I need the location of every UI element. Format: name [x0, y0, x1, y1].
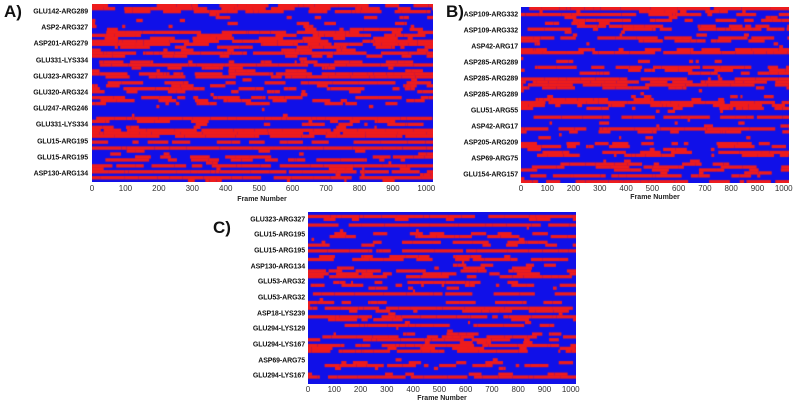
x-tick-label: 900: [750, 184, 765, 193]
x-tick-label: 600: [285, 184, 300, 193]
y-tick-label: ASP205-ARG209: [463, 139, 518, 147]
y-tick-label: GLU154-ARG157: [463, 171, 518, 179]
x-tick-label: 0: [89, 184, 95, 193]
y-tick-label: ASP285-ARG289: [463, 59, 518, 67]
y-tick-label: ASP42-ARG17: [471, 43, 518, 51]
y-tick-label: GLU294-LYS167: [252, 341, 305, 349]
y-tick-label: GLU320-ARG324: [33, 89, 88, 97]
panel-label: C): [213, 218, 231, 237]
x-tick-label: 200: [566, 184, 581, 193]
x-axis-label: Frame Number: [417, 395, 467, 402]
y-tick-label: GLU53-ARG32: [257, 278, 305, 286]
x-axis-ticks: 0 100 200 300 400 500 600 700 800 900 1000: [518, 184, 793, 196]
y-tick-label: ASP69-ARG75: [471, 155, 518, 163]
y-tick-label: ASP42-ARG17: [471, 123, 518, 131]
y-tick-label: GLU323-ARG327: [250, 216, 305, 224]
x-tick-label: 200: [353, 385, 368, 394]
y-axis-labels: GLU323-ARG327 GLU15-ARG195 GLU15-ARG195 ASP…: [220, 212, 305, 384]
x-tick-label: 800: [352, 184, 367, 193]
x-tick-label: 500: [645, 184, 660, 193]
x-tick-label: 800: [724, 184, 738, 193]
panel-label: A): [4, 2, 22, 21]
y-tick-label: ASP109-ARG332: [463, 27, 518, 35]
y-tick-label: GLU247-ARG246: [33, 105, 88, 113]
y-tick-label: GLU15-ARG195: [37, 138, 88, 146]
y-tick-label: ASP18-LYS239: [257, 310, 305, 318]
y-tick-label: GLU53-ARG32: [257, 294, 305, 302]
y-axis-labels: ASP109-ARG332 ASP109-ARG332 ASP42-ARG17 ASP…: [440, 7, 518, 183]
x-tick-label: 0: [305, 385, 311, 394]
x-tick-label: 300: [593, 184, 607, 193]
y-tick-label: ASP69-ARG75: [258, 357, 305, 365]
x-tick-label: 800: [511, 385, 525, 394]
x-tick-label: 400: [406, 385, 420, 394]
y-tick-label: ASP130-ARG134: [250, 263, 305, 271]
heatmap-plot: [308, 212, 576, 384]
x-tick-label: 100: [327, 385, 341, 394]
x-axis-ticks: 0 100 200 300 400 500 600 700 800 900 1000: [305, 385, 580, 397]
x-tick-label: 500: [432, 385, 447, 394]
y-tick-label: GLU15-ARG195: [254, 247, 305, 255]
x-tick-label: 300: [185, 184, 199, 193]
y-axis-labels: GLU142-ARG289 ASP2-ARG327 ASP201-ARG279 GLU…: [0, 4, 88, 182]
x-tick-label: 100: [540, 184, 554, 193]
x-tick-label: 700: [319, 184, 333, 193]
x-tick-label: 600: [458, 385, 473, 394]
y-tick-label: ASP285-ARG289: [463, 75, 518, 83]
panel-label: B): [446, 2, 464, 21]
x-tick-label: 900: [537, 385, 552, 394]
y-tick-label: GLU15-ARG195: [254, 231, 305, 239]
y-tick-label: GLU142-ARG289: [33, 8, 88, 16]
x-tick-label: 900: [386, 184, 400, 193]
x-axis-label: Frame Number: [237, 196, 287, 203]
y-tick-label: GLU51-ARG55: [470, 107, 518, 115]
y-tick-label: ASP201-ARG279: [33, 40, 88, 48]
y-tick-label: GLU294-LYS129: [252, 325, 305, 333]
y-tick-label: ASP109-ARG332: [463, 11, 518, 19]
x-tick-label: 100: [118, 184, 133, 193]
y-tick-label: GLU15-ARG195: [37, 154, 88, 162]
y-tick-label: GLU331-LYS334: [35, 121, 88, 129]
y-tick-label: ASP130-ARG134: [33, 170, 88, 178]
x-tick-label: 0: [518, 184, 524, 193]
x-tick-label: 600: [671, 184, 686, 193]
x-tick-label: 500: [252, 184, 266, 193]
x-axis-ticks: 0 100 200 300 400 500 600 700 800 900 1000: [89, 184, 436, 196]
y-tick-label: GLU294-LYS167: [252, 372, 305, 380]
x-tick-label: 1000: [417, 184, 436, 193]
x-tick-label: 1000: [561, 385, 580, 394]
x-tick-label: 700: [485, 385, 499, 394]
x-tick-label: 200: [152, 184, 166, 193]
x-axis-label: Frame Number: [630, 194, 680, 201]
x-tick-label: 400: [619, 184, 633, 193]
y-tick-label: GLU323-ARG327: [33, 73, 88, 81]
y-tick-label: GLU331-LYS334: [35, 57, 88, 65]
x-tick-label: 700: [698, 184, 712, 193]
heatmap-plot: [521, 7, 789, 183]
y-tick-label: ASP2-ARG327: [41, 24, 88, 32]
y-tick-label: ASP285-ARG289: [463, 91, 518, 99]
x-tick-label: 1000: [774, 184, 793, 193]
heatmap-plot: [92, 4, 433, 182]
x-tick-label: 300: [380, 385, 394, 394]
x-tick-label: 400: [219, 184, 233, 193]
